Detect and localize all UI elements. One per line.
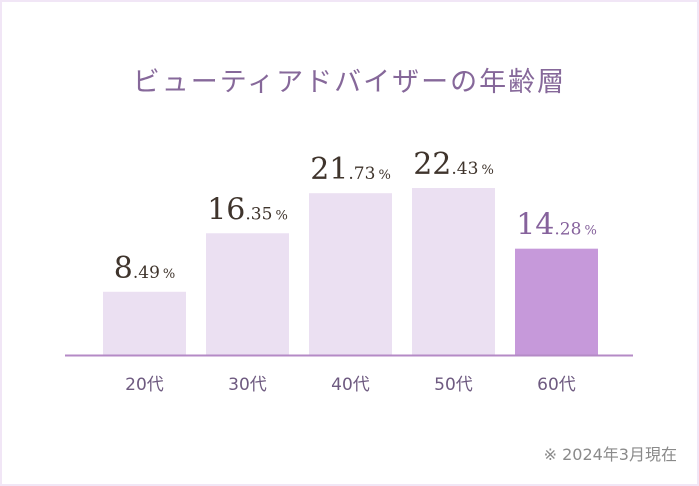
chart-title: ビューティアドバイザーの年齢層	[132, 67, 567, 98]
data-label: 14.28%	[516, 208, 597, 243]
date-note: ※ 2024年3月現在	[543, 445, 677, 464]
data-label: 22.43%	[413, 147, 494, 182]
data-label: 8.49%	[114, 251, 176, 286]
tick-label: 50代	[434, 375, 473, 395]
tick-label: 20代	[125, 375, 164, 395]
tick-label: 30代	[228, 375, 267, 395]
data-label: 16.35%	[207, 192, 288, 227]
bar-40代	[309, 193, 392, 355]
bar-20代	[103, 291, 186, 355]
data-label: 21.73%	[310, 152, 391, 187]
tick-label: 60代	[537, 375, 576, 395]
bar-50代	[412, 188, 495, 355]
tick-label: 40代	[331, 375, 370, 395]
bar-30代	[206, 233, 289, 355]
bar-60代	[515, 248, 598, 355]
